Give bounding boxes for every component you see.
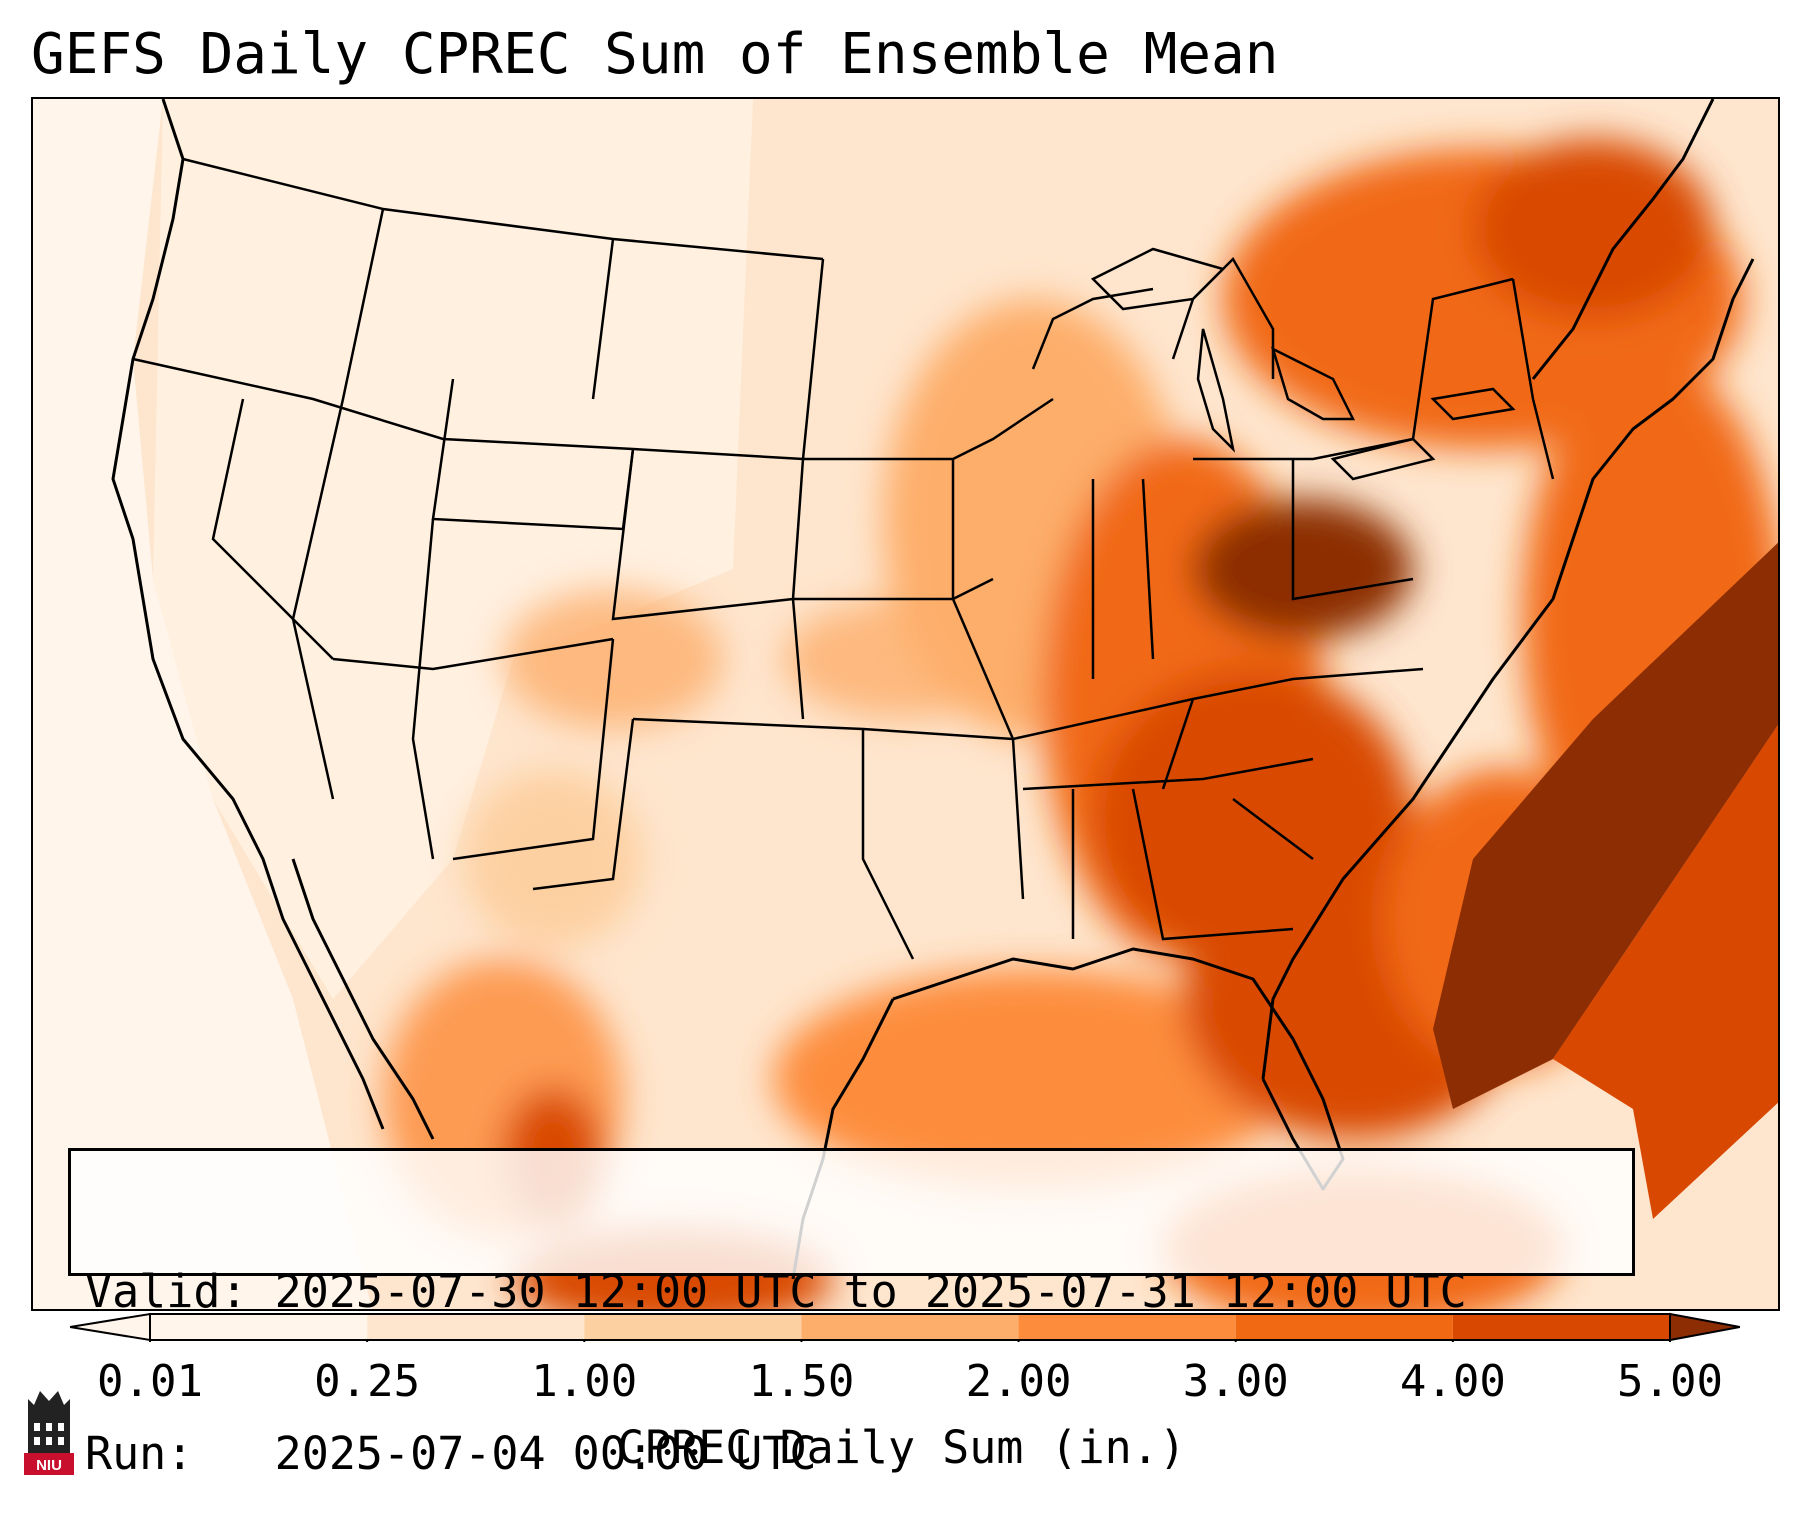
map-svg — [33, 99, 1778, 1309]
colorbar-min-extension — [70, 1312, 151, 1342]
colorbar-segment — [1452, 1314, 1670, 1340]
colorbar-segment — [584, 1314, 802, 1340]
colorbar-segment — [1018, 1314, 1236, 1340]
colorbar-tick-label: 2.00 — [965, 1356, 1072, 1407]
run-time-line: Run: 2025-07-04 00:00 UTC — [85, 1427, 817, 1480]
colorbar-label: CPREC Daily Sum (in.) — [617, 1421, 1186, 1474]
baja-peninsula — [291, 858, 435, 1140]
atlantic-moderate-band — [1553, 724, 1778, 1219]
atlantic-heavy-band — [1433, 542, 1778, 1109]
chart-title: GEFS Daily CPREC Sum of Ensemble Mean — [31, 22, 1279, 87]
colorbar-segment — [801, 1314, 1019, 1340]
colorbar — [70, 1312, 1740, 1342]
colorbar-tick-label: 1.50 — [748, 1356, 855, 1407]
colorbar-segment — [1235, 1314, 1453, 1340]
state-borders-layer — [132, 157, 1555, 960]
colorbar-tick-label: 5.00 — [1617, 1356, 1723, 1407]
svg-text:NIU: NIU — [36, 1457, 62, 1474]
valid-time-line: Valid: 2025-07-30 12:00 UTC to 2025-07-3… — [85, 1265, 1467, 1318]
west-coast — [111, 99, 385, 1130]
colorbar-border — [149, 1313, 1671, 1341]
great-lakes — [1090, 247, 1516, 481]
niu-logo-icon: NIU — [24, 1391, 74, 1475]
colorbar-tick-label: 0.25 — [314, 1356, 421, 1407]
colorbar-max-extension — [1669, 1312, 1740, 1342]
east-coast — [1261, 258, 1755, 1080]
validity-info-box: Valid: 2025-07-30 12:00 UTC to 2025-07-3… — [68, 1148, 1635, 1480]
colorbar-tick-label: 3.00 — [1182, 1356, 1289, 1407]
colorbar-segment — [367, 1314, 585, 1340]
colorbar-tick-label: 4.00 — [1399, 1356, 1506, 1407]
canada-east — [1531, 99, 1715, 380]
pacific-low-precip — [33, 99, 372, 1309]
colorbar-tick-label: 0.01 — [97, 1356, 203, 1407]
colorbar-tick-label: 1.00 — [531, 1356, 638, 1407]
precipitation-map — [31, 97, 1780, 1311]
colorbar-segment — [150, 1314, 368, 1340]
